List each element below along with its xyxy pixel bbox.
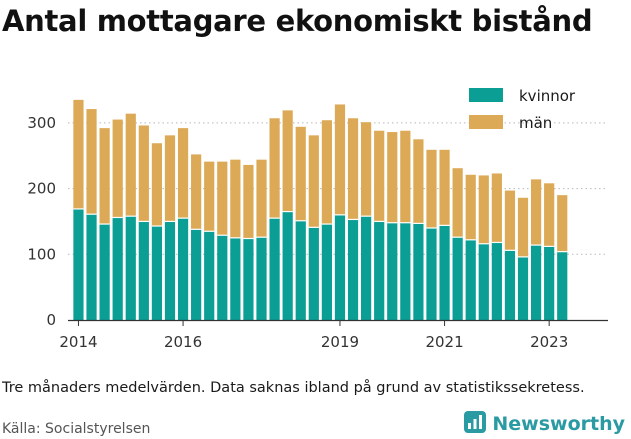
bar-kvinnor	[465, 239, 476, 320]
bar-kvinnor	[295, 220, 306, 320]
bar-kvinnor	[347, 219, 359, 320]
bar-man	[530, 179, 542, 246]
bar-man	[504, 190, 516, 251]
bar-man	[465, 174, 476, 240]
bar-kvinnor	[217, 235, 228, 320]
bar-man	[217, 161, 228, 236]
brand-logo[interactable]: Newsworthy	[463, 410, 625, 438]
bar-kvinnor	[478, 243, 489, 320]
bar-kvinnor	[73, 208, 84, 320]
bar-man	[243, 164, 254, 239]
bar-kvinnor	[530, 245, 542, 320]
x-tick-label: 2014	[59, 333, 97, 351]
bar-kvinnor	[177, 218, 189, 320]
bar-man	[361, 122, 372, 217]
bar-man	[413, 139, 424, 224]
bar-man	[452, 168, 463, 238]
bar-man	[204, 161, 215, 232]
legend-label-kvinnor: kvinnor	[519, 87, 576, 105]
bar-man	[73, 99, 84, 209]
bar-kvinnor	[138, 221, 149, 320]
bars	[73, 99, 568, 320]
bar-man	[125, 113, 136, 217]
bar-man	[256, 159, 267, 238]
bar-kvinnor	[151, 226, 163, 320]
bar-man	[99, 128, 110, 225]
bar-kvinnor	[491, 242, 502, 320]
bar-man	[426, 149, 437, 228]
y-tick-label: 100	[27, 245, 56, 263]
bar-man	[164, 135, 176, 222]
bar-kvinnor	[413, 223, 424, 320]
bar-kvinnor	[164, 221, 176, 320]
x-tick-label: 2019	[321, 333, 359, 351]
bar-man	[321, 120, 332, 225]
bar-kvinnor	[439, 225, 450, 320]
bar-kvinnor	[426, 228, 437, 320]
bar-kvinnor	[191, 229, 202, 320]
bar-man	[112, 119, 123, 218]
x-tick-label: 2021	[425, 333, 463, 351]
x-tick-label: 2023	[530, 333, 568, 351]
bar-kvinnor	[400, 222, 411, 320]
y-tick-label: 300	[27, 114, 56, 132]
bar-kvinnor	[517, 256, 529, 320]
bar-man	[295, 126, 306, 221]
legend-label-man: män	[519, 114, 552, 132]
legend-swatch-man	[469, 115, 503, 129]
brand-name: Newsworthy	[492, 413, 625, 435]
bar-kvinnor	[99, 224, 110, 320]
bar-kvinnor	[361, 216, 372, 320]
bar-man	[334, 104, 346, 215]
bar-man	[282, 110, 293, 212]
bar-man	[151, 143, 163, 227]
bar-kvinnor	[86, 214, 97, 320]
bar-kvinnor	[504, 250, 516, 320]
bar-kvinnor	[321, 224, 332, 320]
bar-man	[491, 173, 502, 243]
bar-man	[177, 128, 189, 219]
bar-kvinnor	[243, 238, 254, 320]
bar-kvinnor	[230, 237, 241, 320]
bar-man	[557, 195, 568, 252]
bar-kvinnor	[387, 222, 398, 320]
bar-man	[387, 132, 398, 223]
bar-kvinnor	[334, 214, 346, 320]
bar-man	[191, 154, 202, 230]
bar-kvinnor	[374, 221, 385, 320]
bar-kvinnor	[256, 237, 267, 320]
bar-kvinnor	[544, 246, 555, 320]
y-tick-label: 200	[27, 180, 56, 198]
bar-man	[544, 183, 555, 247]
bar-kvinnor	[204, 231, 215, 320]
chart-title: Antal mottagare ekonomiskt bistånd	[2, 4, 593, 38]
bar-man	[347, 118, 359, 220]
bar-kvinnor	[452, 237, 463, 320]
chart-caption: Tre månaders medelvärden. Data saknas ib…	[2, 380, 585, 396]
bar-man	[439, 149, 450, 226]
x-tick-label: 2016	[164, 333, 202, 351]
bar-man	[86, 109, 97, 215]
bar-man	[308, 135, 319, 228]
bar-man	[269, 118, 280, 219]
bar-man	[478, 175, 489, 244]
bar-kvinnor	[112, 217, 123, 320]
legend: kvinnor män	[469, 87, 576, 132]
bar-kvinnor	[557, 251, 568, 320]
legend-swatch-kvinnor	[469, 88, 503, 102]
source-note: Källa: Socialstyrelsen	[2, 421, 151, 437]
bar-kvinnor	[269, 218, 280, 320]
bar-man	[400, 130, 411, 223]
axes: 0 100 200 300 2014 2016 2019 2021 2023	[27, 114, 608, 351]
bar-kvinnor	[308, 227, 319, 320]
bar-man	[138, 125, 149, 222]
chart-logo-icon	[463, 410, 487, 438]
bar-man	[517, 197, 529, 257]
y-tick-label: 0	[46, 311, 56, 329]
bar-kvinnor	[282, 211, 293, 320]
bar-man	[230, 159, 241, 238]
bar-man	[374, 130, 385, 222]
bar-kvinnor	[125, 216, 136, 320]
